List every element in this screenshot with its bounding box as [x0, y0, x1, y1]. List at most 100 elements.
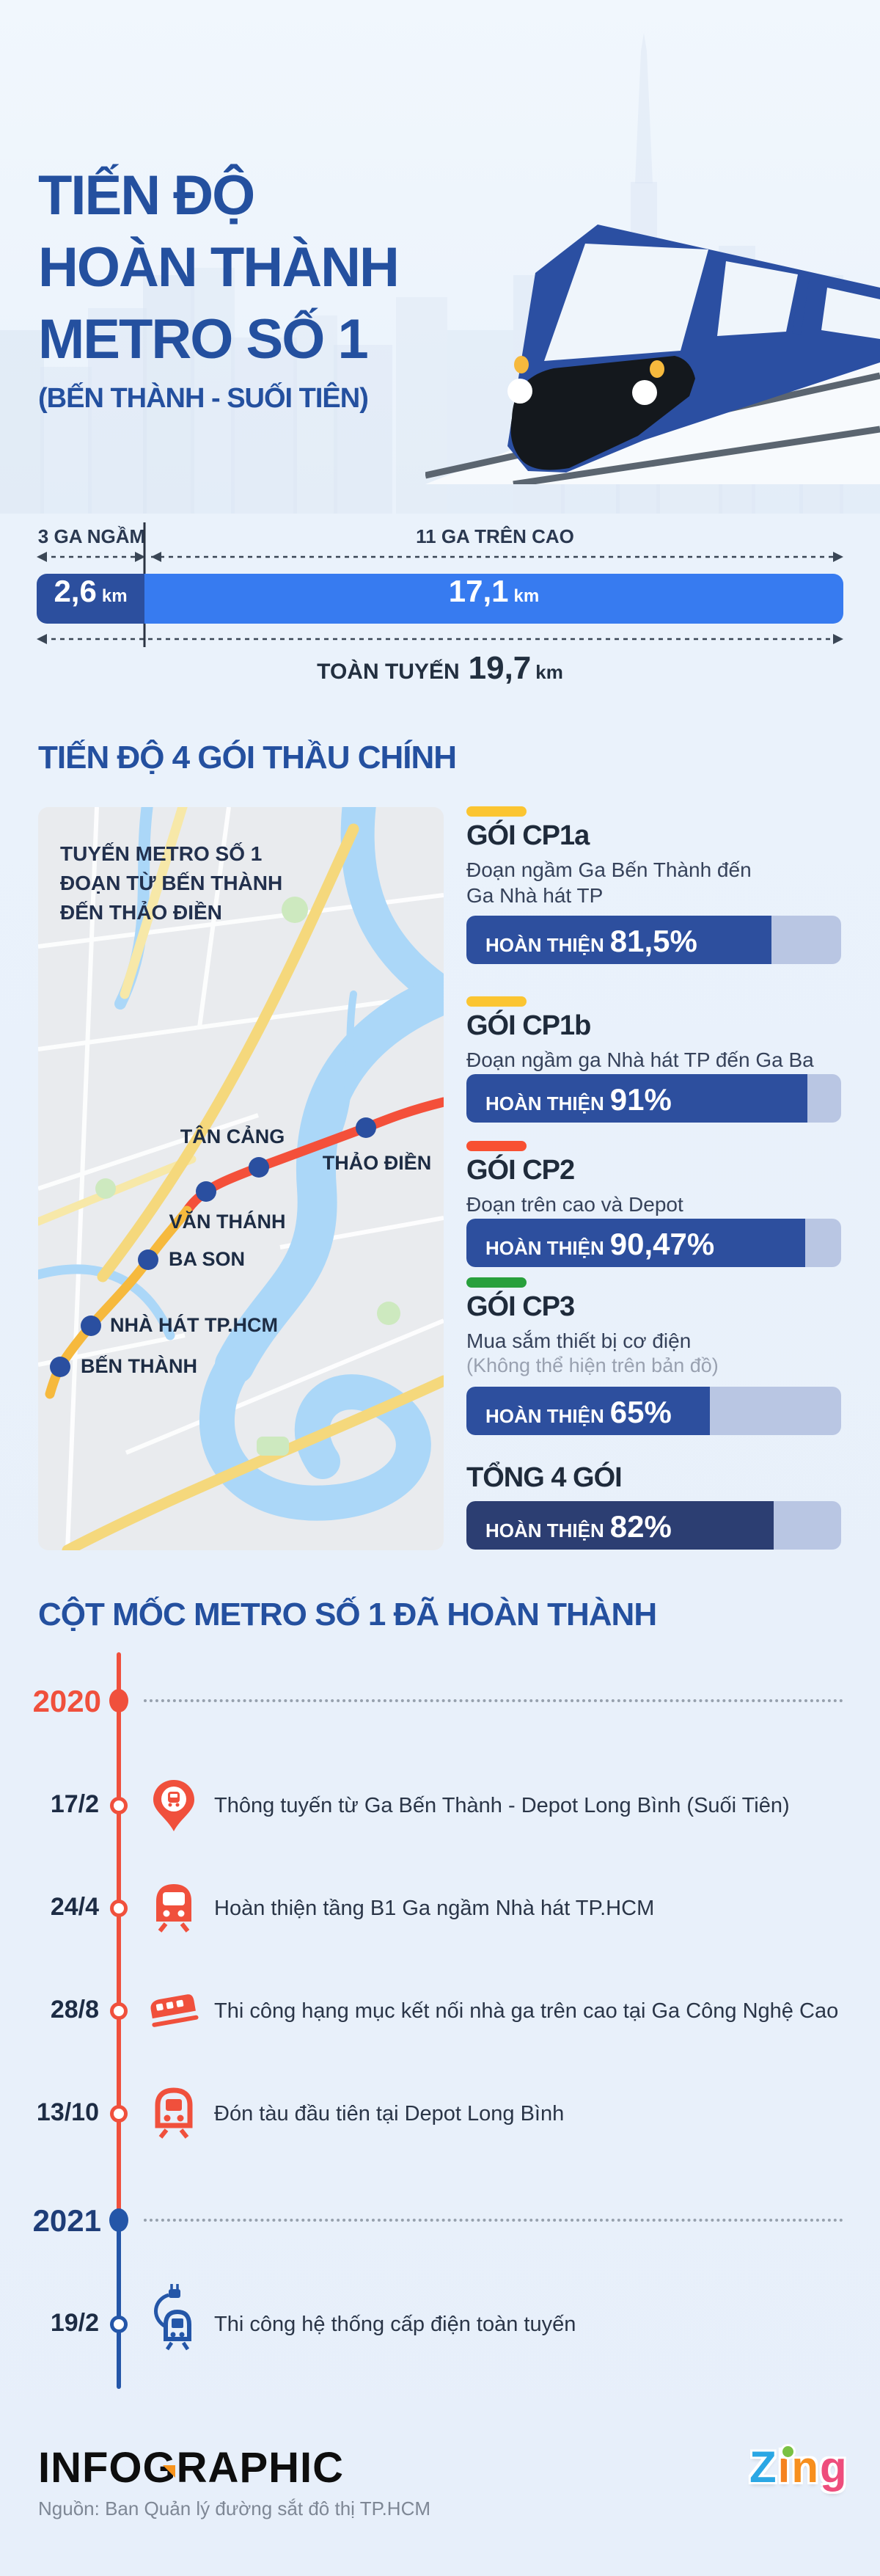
cp1a-desc: Đoạn ngầm Ga Bến Thành đến Ga Nhà hát TP — [466, 858, 752, 907]
year-2020-dot — [109, 1689, 128, 1712]
train-side-icon — [150, 1994, 199, 2027]
event-5-text: Thi công hệ thống cấp điện toàn tuyến — [214, 2313, 576, 2336]
cp1a-progress-fill: HOÀN THIỆN 81,5% — [466, 916, 772, 964]
cp1b-tick — [466, 996, 527, 1007]
year-2021: 2021 — [32, 2203, 101, 2238]
dotted-line-2020 — [144, 1699, 843, 1702]
cp1b-title: GÓI CP1b — [466, 1010, 591, 1041]
zing-i-dot — [782, 2446, 793, 2457]
brand-suffix: RAPHIC — [176, 2444, 345, 2492]
timeline-line-2020 — [117, 1652, 121, 2220]
event-4-text: Đón tàu đầu tiên tại Depot Long Bình — [214, 2102, 565, 2126]
event-2-date: 24/4 — [50, 1893, 99, 1921]
total-length: TOÀN TUYẾN 19,7 km — [0, 650, 880, 687]
underground-unit: km — [101, 586, 128, 606]
event-5-date: 19/2 — [50, 2309, 99, 2337]
train-electric-icon — [154, 2284, 191, 2351]
total-progress-track: HOÀN THIỆN 82% — [466, 1501, 841, 1550]
total-progress-value: 82% — [609, 1509, 672, 1544]
dotted-line-2021 — [144, 2219, 843, 2222]
year-2020: 2020 — [32, 1684, 101, 1718]
station-label-thao-dien: THẢO ĐIỀN — [322, 1152, 432, 1174]
zing-letter-z: Z — [749, 2442, 778, 2492]
station-label-nha-hat: NHÀ HÁT TP.HCM — [110, 1314, 278, 1336]
cp3-title: GÓI CP3 — [466, 1291, 575, 1322]
packages-heading: TIẾN ĐỘ 4 GÓI THẦU CHÍNH — [38, 740, 457, 776]
station-label-ba-son: BA SON — [169, 1248, 246, 1270]
cp3-note: (Không thể hiện trên bản đồ) — [466, 1354, 719, 1376]
zing-letter-n: n — [791, 2442, 820, 2492]
cp1b-progress-label: HOÀN THIỆN — [485, 1092, 604, 1114]
station-label-van-thanh: VĂN THÁNH — [169, 1211, 286, 1233]
brand-g: G — [142, 2444, 177, 2492]
timeline-heading: CỘT MỐC METRO SỐ 1 ĐÃ HOÀN THÀNH — [38, 1597, 657, 1632]
map-graphic — [38, 807, 444, 1550]
train-illustration — [425, 225, 880, 484]
year-2021-dot — [109, 2208, 128, 2232]
infographic-brand: INFOG RAPHIC — [38, 2443, 344, 2492]
event-1-text: Thông tuyến từ Ga Bến Thành - Depot Long… — [214, 1794, 790, 1817]
event-3-marker — [110, 2002, 128, 2020]
zing-letter-g: g — [819, 2442, 848, 2492]
title-line-3: METRO SỐ 1 — [38, 308, 369, 371]
title-line-2: HOÀN THÀNH — [38, 236, 400, 299]
brand-g-triangle — [162, 2465, 175, 2478]
cp1b-progress-value: 91% — [609, 1082, 672, 1117]
cp3-progress-label: HOÀN THIỆN — [485, 1404, 604, 1427]
event-1-date: 17/2 — [50, 1790, 99, 1818]
cp1a-progress-track: HOÀN THIỆN 81,5% — [466, 916, 841, 964]
event-5-marker — [110, 2316, 128, 2333]
event-4-marker — [110, 2105, 128, 2123]
cp2-tick — [466, 1141, 527, 1151]
total-unit: km — [535, 661, 563, 683]
station-dots — [50, 1117, 376, 1377]
cp3-progress-fill: HOÀN THIỆN 65% — [466, 1387, 711, 1435]
cp2-progress-label: HOÀN THIỆN — [485, 1236, 604, 1259]
cp1a-progress-label: HOÀN THIỆN — [485, 933, 604, 956]
cp3-progress-track: HOÀN THIỆN 65% — [466, 1387, 841, 1435]
cp2-title: GÓI CP2 — [466, 1155, 575, 1186]
event-2-marker — [110, 1900, 128, 1917]
total-value: 19,7 — [468, 650, 532, 686]
total-progress-label: HOÀN THIỆN — [485, 1519, 604, 1541]
total-label: TOÀN TUYẾN — [317, 660, 460, 684]
cp2-progress-fill: HOÀN THIỆN 90,47% — [466, 1219, 806, 1267]
cp1a-tick — [466, 806, 527, 817]
cp2-desc: Đoạn trên cao và Depot — [466, 1193, 683, 1216]
event-4-date: 13/10 — [36, 2098, 99, 2126]
brand-prefix: INFO — [38, 2444, 143, 2492]
cp3-tick — [466, 1277, 527, 1288]
elevated-value: 17,1 — [448, 574, 509, 608]
cp2-progress-value: 90,47% — [609, 1227, 715, 1261]
cp1b-desc: Đoạn ngầm ga Nhà hát TP đến Ga Ba Son — [466, 1048, 814, 1097]
cp3-progress-value: 65% — [609, 1395, 672, 1429]
station-label-ben-thanh: BẾN THÀNH — [81, 1355, 197, 1377]
title-line-1: TIẾN ĐỘ — [38, 164, 255, 227]
underground-value: 2,6 — [54, 574, 97, 608]
train-front-icon-2 — [155, 2087, 193, 2139]
cp1a-title: GÓI CP1a — [466, 820, 590, 851]
event-1-marker — [110, 1797, 128, 1814]
elevated-label: 11 GA TRÊN CAO — [416, 525, 574, 547]
underground-label: 3 GA NGẦM — [37, 525, 146, 547]
elevated-segment: 17,1 km — [144, 574, 843, 624]
event-3-text: Thi công hạng mục kết nối nhà ga trên ca… — [214, 1999, 839, 2023]
page-title: TIẾN ĐỘ HOÀN THÀNH METRO SỐ 1 (BẾN THÀNH… — [38, 160, 449, 415]
cp1a-progress-value: 81,5% — [609, 924, 697, 958]
pin-train-icon — [153, 1780, 194, 1831]
route-map: TUYẾN METRO SỐ 1 ĐOẠN TỪ BẾN THÀNH ĐẾN T… — [38, 807, 444, 1550]
cp1b-progress-fill: HOÀN THIỆN 91% — [466, 1074, 807, 1123]
station-label-tan-cang: TÂN CẢNG — [180, 1125, 285, 1147]
title-subtitle: (BẾN THÀNH - SUỐI TIÊN) — [38, 383, 369, 414]
event-2-text: Hoàn thiện tầng B1 Ga ngầm Nhà hát TP.HC… — [214, 1897, 655, 1920]
line-length-bar: 2,6 km 17,1 km — [37, 574, 843, 624]
event-3-date: 28/8 — [50, 1996, 99, 2024]
map-caption: TUYẾN METRO SỐ 1 ĐOẠN TỪ BẾN THÀNH ĐẾN T… — [60, 842, 283, 924]
source-note: Nguồn: Ban Quản lý đường sắt đô thị TP.H… — [38, 2497, 431, 2520]
timeline-line-2021 — [117, 2220, 121, 2389]
distance-arrows — [37, 522, 843, 647]
train-front-icon — [156, 1884, 191, 1933]
underground-segment: 2,6 km — [37, 574, 144, 624]
total-progress-fill: HOÀN THIỆN 82% — [466, 1501, 774, 1550]
